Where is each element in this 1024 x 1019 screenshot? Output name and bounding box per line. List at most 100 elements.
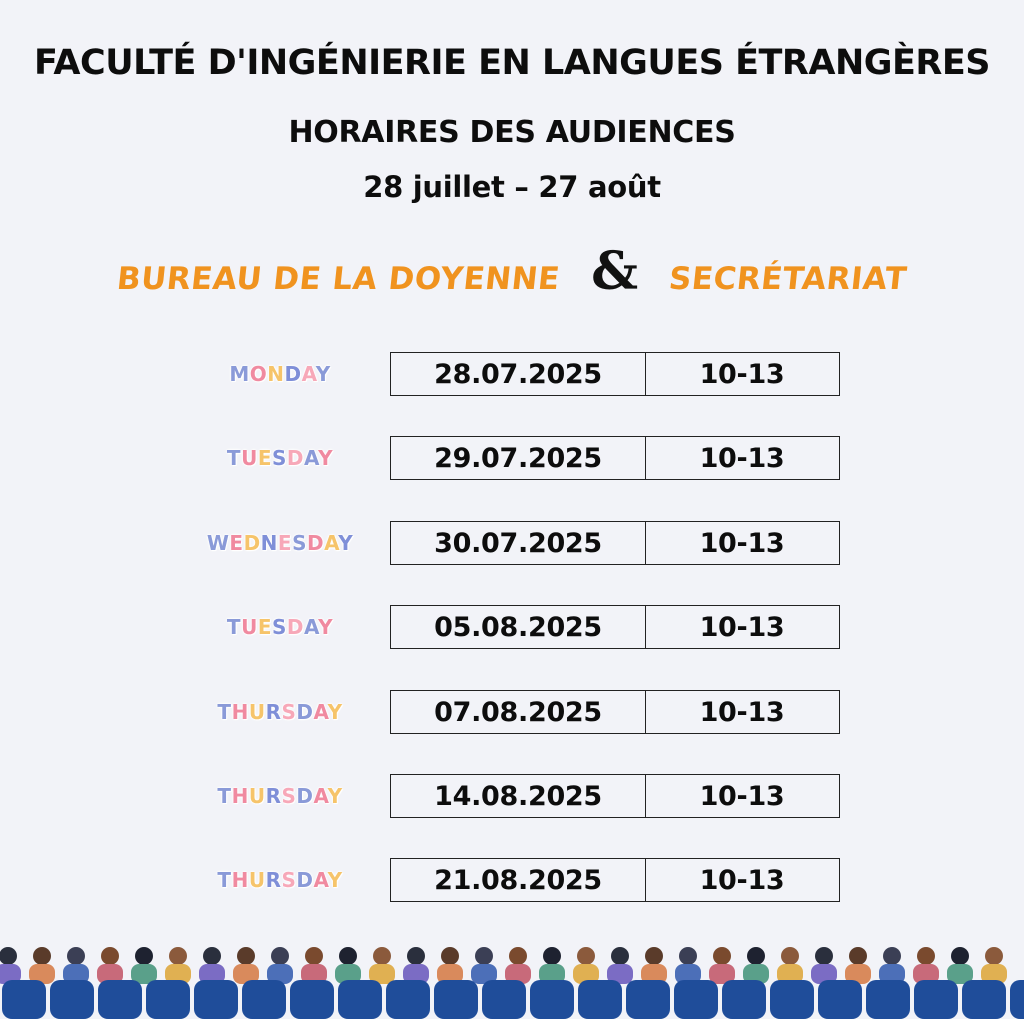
date-cell: 30.07.2025: [390, 521, 646, 565]
day-label: WEDNESDAY: [206, 531, 354, 555]
schedule-subtitle: HORAIRES DES AUDIENCES: [288, 115, 736, 150]
time-cell: 10-13: [644, 436, 840, 480]
date-range: 28 juillet – 27 août: [363, 170, 661, 204]
audience-seat: [530, 980, 574, 1019]
audience-body: [641, 964, 667, 984]
time-cell: 10-13: [644, 352, 840, 396]
audience-body: [29, 964, 55, 984]
audience-seat: [674, 980, 718, 1019]
audience-body: [743, 964, 769, 984]
audience-seat: [914, 980, 958, 1019]
schedule-row: THURSDAY 07.08.2025 10-13: [0, 690, 1024, 734]
audience-seat: [2, 980, 46, 1019]
time-cell: 10-13: [644, 774, 840, 818]
audience-seat: [98, 980, 142, 1019]
audience-seat: [242, 980, 286, 1019]
audience-head: [339, 947, 357, 965]
audience-head: [917, 947, 935, 965]
audience-seat: [290, 980, 334, 1019]
day-label: THURSDAY: [217, 784, 343, 808]
audience-body: [267, 964, 293, 984]
time-cell: 10-13: [644, 690, 840, 734]
audience-seat: [578, 980, 622, 1019]
audience-head: [237, 947, 255, 965]
audience-head: [679, 947, 697, 965]
audience-body: [777, 964, 803, 984]
audience-seat: [1010, 980, 1024, 1019]
audience-head: [373, 947, 391, 965]
audience-seat: [626, 980, 670, 1019]
audience-head: [951, 947, 969, 965]
audience-body: [0, 964, 21, 984]
audience-seat: [722, 980, 766, 1019]
audience-head: [985, 947, 1003, 965]
audience-body: [913, 964, 939, 984]
audience-body: [301, 964, 327, 984]
audience-body: [471, 964, 497, 984]
audience-seat: [146, 980, 190, 1019]
schedule-cells: 28.07.2025 10-13: [390, 352, 840, 396]
audience-seat: [818, 980, 862, 1019]
audience-head: [271, 947, 289, 965]
audience-head: [407, 947, 425, 965]
day-label: TUESDAY: [226, 446, 334, 470]
offices-heading: BUREAU DE LA DOYENNE & SECRÉTARIAT: [0, 241, 1024, 302]
audience-body: [675, 964, 701, 984]
audience-head: [543, 947, 561, 965]
audience-head: [169, 947, 187, 965]
audience-seat: [194, 980, 238, 1019]
audience-head: [475, 947, 493, 965]
audience-head: [67, 947, 85, 965]
audience-body: [539, 964, 565, 984]
schedule-row: THURSDAY 21.08.2025 10-13: [0, 858, 1024, 902]
faculty-title: FACULTÉ D'INGÉNIERIE EN LANGUES ÉTRANGÈR…: [34, 43, 990, 83]
audience-body: [981, 964, 1007, 984]
schedule-row: TUESDAY 29.07.2025 10-13: [0, 436, 1024, 480]
audience-body: [709, 964, 735, 984]
date-cell: 28.07.2025: [390, 352, 646, 396]
audience-body: [97, 964, 123, 984]
day-label: MONDAY: [229, 362, 331, 386]
audience-body: [233, 964, 259, 984]
schedule-row: WEDNESDAY 30.07.2025 10-13: [0, 521, 1024, 565]
audience-body: [811, 964, 837, 984]
audience-body: [505, 964, 531, 984]
schedule-cells: 07.08.2025 10-13: [390, 690, 840, 734]
audience-head: [883, 947, 901, 965]
day-label: THURSDAY: [217, 700, 343, 724]
time-cell: 10-13: [644, 605, 840, 649]
date-cell: 07.08.2025: [390, 690, 646, 734]
ampersand: &: [591, 241, 639, 302]
audience-head: [747, 947, 765, 965]
schedule-cells: 30.07.2025 10-13: [390, 521, 840, 565]
audience-body: [131, 964, 157, 984]
audience-seat: [962, 980, 1006, 1019]
schedule-cells: 05.08.2025 10-13: [390, 605, 840, 649]
audience-head: [611, 947, 629, 965]
schedule-row: THURSDAY 14.08.2025 10-13: [0, 774, 1024, 818]
date-cell: 21.08.2025: [390, 858, 646, 902]
audience-body: [165, 964, 191, 984]
dean-office-label: BUREAU DE LA DOYENNE: [115, 260, 562, 297]
audience-head: [509, 947, 527, 965]
day-label: THURSDAY: [217, 868, 343, 892]
audience-body: [573, 964, 599, 984]
audience-head: [33, 947, 51, 965]
schedule-row: TUESDAY 05.08.2025 10-13: [0, 605, 1024, 649]
audience-seat: [338, 980, 382, 1019]
date-cell: 29.07.2025: [390, 436, 646, 480]
audience-head: [305, 947, 323, 965]
audience-body: [335, 964, 361, 984]
schedule-cells: 29.07.2025 10-13: [390, 436, 840, 480]
schedule-cells: 14.08.2025 10-13: [390, 774, 840, 818]
audience-head: [645, 947, 663, 965]
audience-body: [63, 964, 89, 984]
audience-illustration: [0, 947, 1024, 1019]
audience-body: [879, 964, 905, 984]
time-cell: 10-13: [644, 521, 840, 565]
audience-body: [437, 964, 463, 984]
schedule-row: MONDAY 28.07.2025 10-13: [0, 352, 1024, 396]
audience-seat: [770, 980, 814, 1019]
audience-body: [199, 964, 225, 984]
time-cell: 10-13: [644, 858, 840, 902]
